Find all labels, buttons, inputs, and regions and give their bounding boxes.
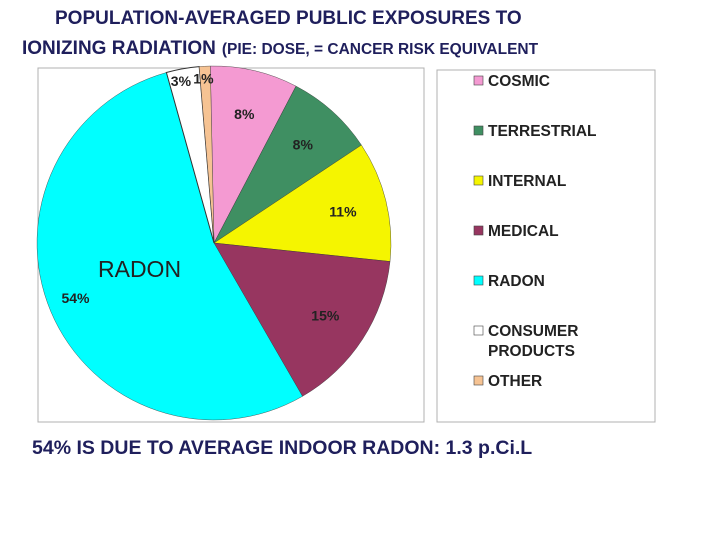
footnote: 54% IS DUE TO AVERAGE INDOOR RADON: 1.3 …: [32, 437, 533, 459]
slice-label-terrestrial: 8%: [293, 136, 314, 152]
chart-subtitle: (PIE: DOSE, = CANCER RISK EQUIVALENT: [221, 41, 539, 58]
legend-label-consumer-products-1: CONSUMER: [488, 323, 578, 340]
slice-label-internal: 11%: [329, 203, 357, 219]
slice-label-radon: 54%: [61, 290, 90, 306]
legend-frame: [436, 69, 656, 423]
legend-label-internal: INTERNAL: [488, 173, 566, 190]
legend-label-medical: MEDICAL: [488, 223, 559, 240]
slice-label-other: 1%: [193, 71, 214, 87]
radon-callout: RADON: [98, 256, 181, 282]
legend-label-radon: RADON: [488, 273, 545, 290]
legend-label-cosmic: COSMIC: [488, 73, 550, 90]
slice-label-cosmic: 8%: [234, 106, 255, 122]
slice-internal: [213, 144, 392, 262]
legend: COSMIC TERRESTRIAL INTERNAL MEDICAL RADON CON…: [473, 73, 597, 390]
slice-label-medical: 15%: [311, 307, 340, 323]
slice-medical: [213, 242, 391, 397]
slice-cosmic: [210, 65, 297, 244]
slice-other: [198, 65, 215, 244]
legend-swatch-internal: [473, 175, 484, 186]
legend-label-terrestrial: TERRESTRIAL: [488, 123, 597, 140]
slice-label-consumer-products: 3%: [171, 73, 192, 89]
legend-swatch-cosmic: [473, 75, 484, 86]
legend-label-consumer-products-2: PRODUCTS: [488, 343, 575, 360]
chart-title-main: IONIZING RADIATION: [22, 38, 216, 59]
legend-swatch-radon: [473, 275, 484, 286]
legend-label-other: OTHER: [488, 373, 542, 390]
legend-swatch-consumer-products: [473, 325, 484, 336]
slice-terrestrial: [213, 85, 362, 244]
pie: 8% 8% 11% 15% 54% 3% 1%: [36, 65, 392, 421]
slice-radon: [36, 72, 303, 421]
legend-swatch-medical: [473, 225, 484, 236]
legend-swatch-other: [473, 375, 484, 386]
chart-title-line-1: POPULATION-AVERAGED PUBLIC EXPOSURES TO: [55, 8, 522, 29]
legend-swatch-terrestrial: [473, 125, 484, 136]
chart-title-line-2: IONIZING RADIATION (PIE: DOSE, = CANCER R…: [22, 38, 538, 60]
